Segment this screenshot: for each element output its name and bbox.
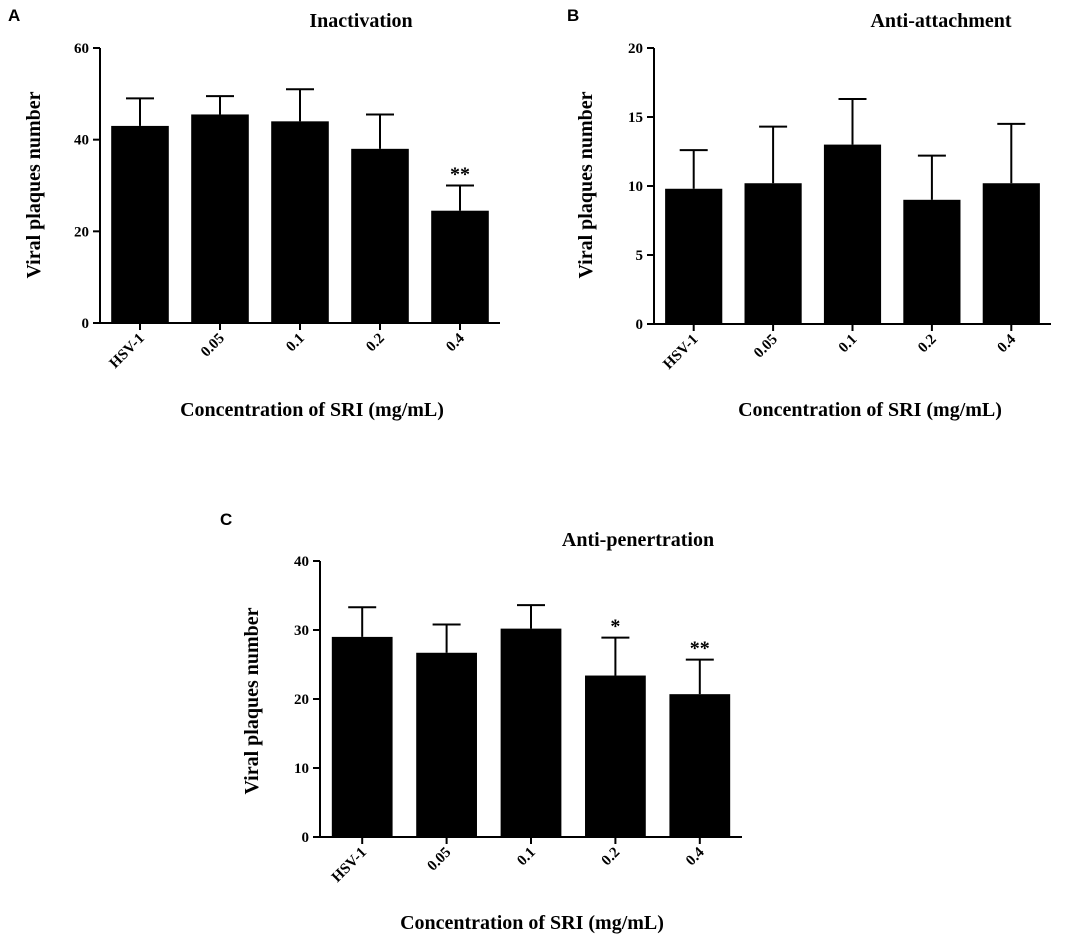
x-tick-label: 0.2	[599, 845, 624, 870]
chart-title: Anti-penertration	[562, 529, 714, 551]
x-tick-label: HSV-1	[107, 331, 148, 372]
x-tick-label: 0.4	[995, 331, 1020, 356]
y-tick-label: 40	[294, 554, 309, 570]
bar	[665, 188, 723, 324]
panel-c: C Anti-penertration 0 10 20 30 40 Viral plaques…	[220, 510, 742, 934]
x-tick-label: 0.2	[915, 332, 940, 357]
x-tick-label: 0.1	[283, 331, 308, 356]
x-tick-label: 0.4	[443, 330, 468, 355]
y-tick-label: 0	[302, 830, 310, 846]
bar	[903, 199, 961, 324]
x-axis-label: Concentration of SRI (mg/mL)	[400, 912, 664, 934]
y-tick-label: 20	[294, 692, 309, 708]
x-tick-label: 0.05	[751, 332, 781, 362]
bar	[500, 628, 562, 837]
chart-title: Anti-attachment	[870, 10, 1011, 32]
y-tick-label: 0	[636, 317, 644, 333]
bar	[585, 675, 646, 837]
panel-letter: C	[220, 510, 232, 529]
y-tick-label: 10	[294, 761, 309, 777]
x-tick-label: HSV-1	[660, 332, 701, 373]
y-tick-label: 20	[74, 224, 89, 240]
panel-a: A Inactivation 0 20 40 60 Viral plaques number…	[8, 6, 500, 421]
x-tick-label: 0.05	[198, 331, 228, 361]
bar	[982, 183, 1040, 324]
x-axis-label: Concentration of SRI (mg/mL)	[180, 399, 444, 421]
panel-letter: A	[8, 6, 20, 25]
significance-marker: *	[610, 616, 620, 638]
panel-b: B Anti-attachment 0 5 10 15 20 Viral plaques nu…	[567, 6, 1051, 421]
x-tick-label: 0.2	[363, 331, 388, 356]
x-tick-label: 0.4	[683, 844, 708, 869]
y-axis-label: Viral plaques number	[575, 91, 597, 278]
y-tick-label: 5	[636, 248, 644, 264]
y-axis-label: Viral plaques number	[23, 91, 45, 278]
bar	[744, 183, 802, 324]
bar	[271, 121, 329, 323]
y-tick-label: 40	[74, 133, 89, 149]
y-tick-label: 20	[628, 41, 643, 57]
y-tick-label: 30	[294, 623, 309, 639]
x-axis-label: Concentration of SRI (mg/mL)	[738, 399, 1002, 421]
x-tick-label: HSV-1	[329, 845, 370, 886]
bar	[191, 114, 249, 323]
bar	[431, 210, 489, 323]
bar	[669, 694, 731, 837]
x-tick-label: 0.1	[836, 332, 861, 357]
bar	[111, 125, 169, 324]
panel-letter: B	[567, 6, 579, 25]
y-tick-label: 15	[628, 110, 643, 126]
bar	[331, 636, 393, 837]
bar	[823, 144, 882, 324]
y-tick-label: 60	[74, 41, 89, 57]
y-tick-label: 0	[82, 316, 90, 332]
bar	[351, 148, 409, 323]
significance-marker: **	[690, 638, 710, 660]
x-tick-label: 0.05	[425, 845, 455, 875]
y-axis-label: Viral plaques number	[241, 607, 263, 794]
x-tick-label: 0.1	[514, 845, 539, 870]
chart-title: Inactivation	[309, 10, 412, 32]
bar	[416, 652, 477, 837]
significance-marker: **	[450, 164, 470, 186]
y-tick-label: 10	[628, 179, 643, 195]
